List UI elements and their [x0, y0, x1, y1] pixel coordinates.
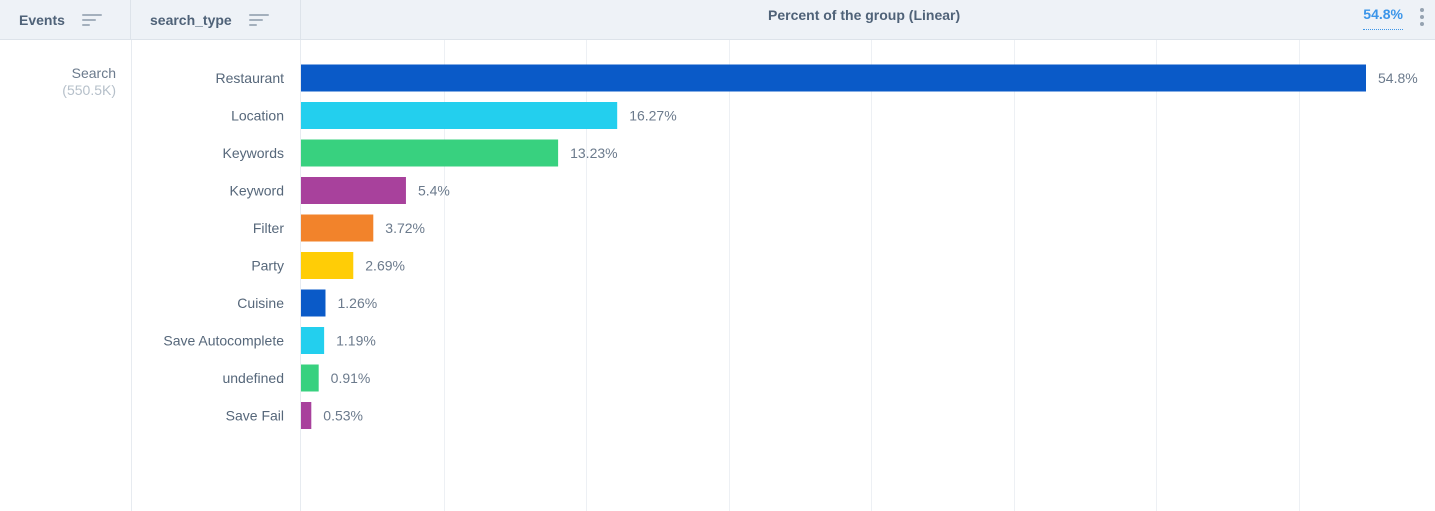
more-options-icon[interactable]: [1417, 6, 1427, 30]
bar[interactable]: [301, 252, 354, 279]
events-header-label: Events: [19, 11, 65, 28]
value-label: 1.19%: [336, 333, 376, 349]
bar[interactable]: [301, 327, 325, 354]
value-label: 2.69%: [365, 258, 405, 274]
event-name: Search: [71, 65, 116, 81]
category-label: Save Autocomplete: [163, 333, 284, 349]
category-label: Keyword: [230, 183, 284, 199]
value-label: 54.8%: [1378, 70, 1418, 86]
value-label: 0.91%: [331, 370, 371, 386]
bar[interactable]: [301, 177, 406, 204]
value-label: 3.72%: [385, 220, 425, 236]
metric-title: Percent of the group (Linear): [768, 7, 961, 23]
category-label: Restaurant: [216, 70, 285, 86]
column-divider: [300, 40, 301, 511]
metric-column-header: Percent of the group (Linear) 54.8%: [301, 0, 1435, 39]
bar[interactable]: [301, 402, 312, 429]
sort-icon[interactable]: [81, 13, 102, 27]
value-label: 1.26%: [337, 295, 377, 311]
category-label: Filter: [253, 220, 284, 236]
event-count: (550.5K): [62, 82, 116, 98]
events-column-header: Events: [0, 0, 131, 39]
category-label: Save Fail: [226, 408, 284, 424]
value-label: 16.27%: [629, 108, 676, 124]
category-label: Party: [251, 258, 284, 274]
sort-icon[interactable]: [248, 13, 269, 27]
value-label: 13.23%: [570, 145, 617, 161]
category-label: undefined: [222, 370, 284, 386]
search-type-column-header: search_type: [131, 0, 301, 39]
bar[interactable]: [301, 289, 326, 317]
column-divider: [131, 40, 132, 511]
table-header: Events search_type Percent of the group …: [0, 0, 1435, 40]
metric-max-value[interactable]: 54.8%: [1363, 0, 1403, 30]
category-label: Keywords: [223, 145, 284, 161]
bar[interactable]: [301, 139, 559, 167]
bar[interactable]: [301, 214, 374, 242]
value-label: 5.4%: [418, 183, 450, 199]
bar[interactable]: [301, 102, 618, 129]
value-label: 0.53%: [323, 408, 363, 424]
category-label: Cuisine: [237, 295, 284, 311]
bar[interactable]: [301, 64, 1366, 92]
category-label: Location: [231, 108, 284, 124]
bar[interactable]: [301, 364, 319, 392]
search-type-header-label: search_type: [150, 11, 232, 28]
